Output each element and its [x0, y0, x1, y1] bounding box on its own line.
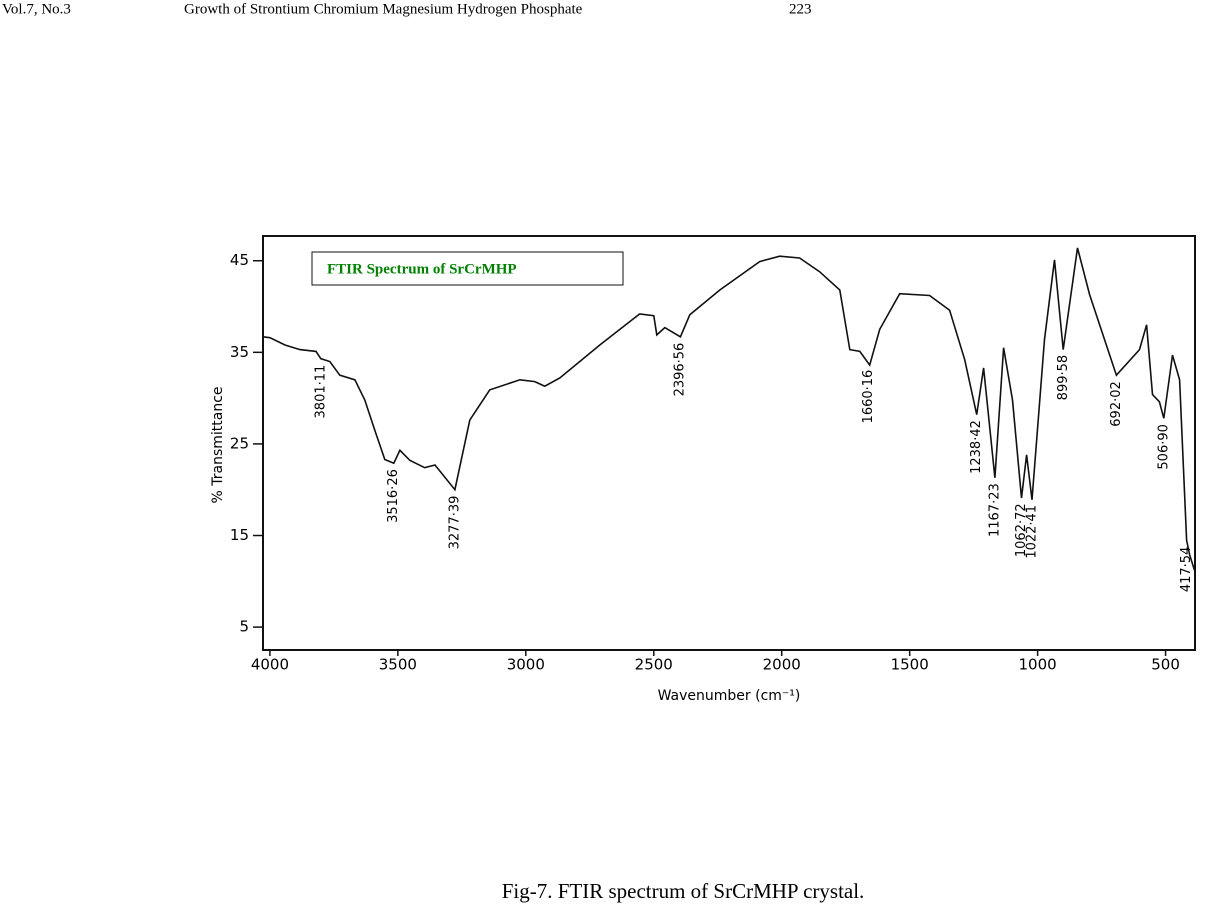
peak-label: 3801·11 [313, 365, 328, 419]
peak-label: 1660·16 [861, 370, 876, 424]
peak-label: 899·58 [1056, 355, 1071, 401]
peak-label: 1238·42 [969, 420, 984, 474]
peak-label: 2396·56 [673, 343, 688, 397]
x-tick-label: 1500 [891, 656, 929, 674]
y-tick-label: 25 [230, 434, 249, 452]
running-title: Growth of Strontium Chromium Magnesium H… [184, 1, 583, 17]
peak-label: 3516·26 [386, 469, 401, 523]
peak-label: 692·02 [1109, 381, 1124, 427]
x-tick-label: 2500 [635, 656, 673, 674]
caption: Fig-7. FTIR spectrum of SrCrMHP crystal. [502, 879, 865, 903]
x-tick-label: 500 [1151, 656, 1180, 674]
peak-label: 1062·72 [1014, 503, 1029, 557]
title-box [311, 251, 624, 286]
y-axis-label: % Transmittance [210, 386, 226, 503]
spectrum-line [262, 247, 1196, 571]
x-tick-label: 3000 [507, 656, 545, 674]
x-tick-label: 3500 [379, 656, 417, 674]
peak-label: 417·54 [1179, 547, 1194, 593]
page-number: 223 [789, 1, 812, 17]
peak-label: 1167·23 [987, 483, 1002, 537]
x-tick-label: 1000 [1019, 656, 1057, 674]
peak-label: 1022·41 [1024, 505, 1039, 559]
y-tick-label: 45 [230, 251, 249, 269]
x-tick-label: 4000 [251, 656, 289, 674]
y-tick-label: 35 [230, 343, 249, 361]
peak-label: 3277·39 [447, 496, 462, 550]
y-tick-label: 15 [230, 526, 249, 544]
peak-label: 506·90 [1156, 424, 1171, 470]
x-tick-label: 2000 [763, 656, 801, 674]
plot-frame [262, 235, 1196, 651]
chart-title: FTIR Spectrum of SrCrMHP [327, 261, 517, 277]
x-axis-label: Wavenumber (cm⁻¹) [658, 688, 801, 704]
volume: Vol.7, No.3 [2, 1, 71, 17]
y-tick-label: 5 [239, 618, 249, 636]
